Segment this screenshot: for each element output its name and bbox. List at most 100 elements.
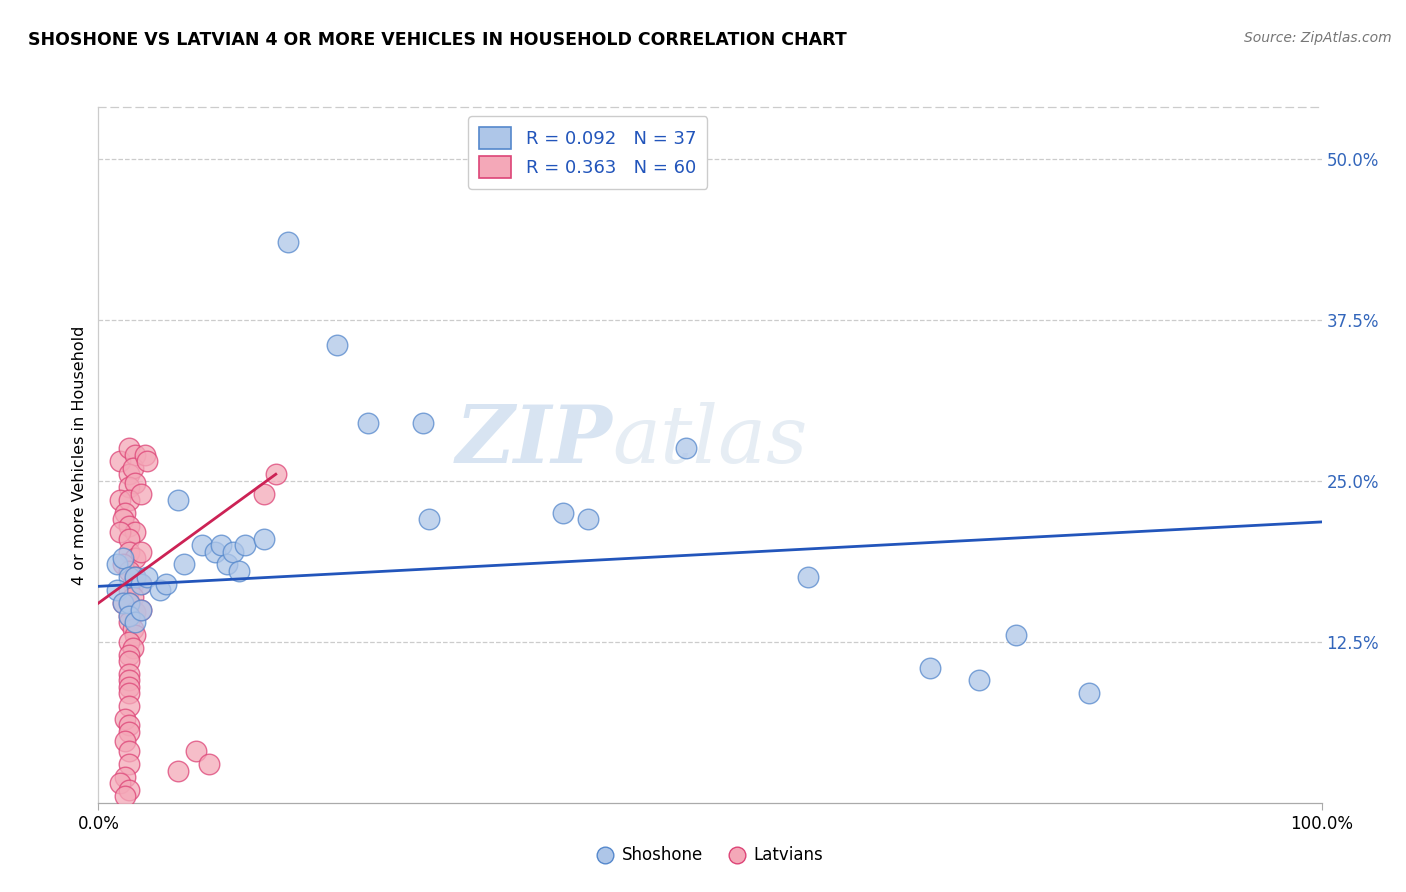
Point <box>124 615 146 630</box>
Point <box>418 512 440 526</box>
Point <box>326 338 349 352</box>
Point <box>118 673 141 688</box>
Point <box>124 570 146 584</box>
Text: Source: ZipAtlas.com: Source: ZipAtlas.com <box>1244 31 1392 45</box>
Legend: Shoshone, Latvians: Shoshone, Latvians <box>591 839 830 871</box>
Point <box>114 770 136 784</box>
Point <box>111 596 134 610</box>
Point <box>222 544 245 558</box>
Point <box>277 235 299 250</box>
Point <box>967 673 990 688</box>
Point <box>233 538 256 552</box>
Point <box>129 576 152 591</box>
Point <box>111 558 134 572</box>
Point <box>118 744 141 758</box>
Point <box>118 634 141 648</box>
Point <box>118 596 141 610</box>
Point <box>204 544 226 558</box>
Point <box>118 564 141 578</box>
Point <box>129 602 152 616</box>
Point <box>553 506 575 520</box>
Point <box>167 493 190 508</box>
Point <box>118 570 141 584</box>
Point <box>118 615 141 630</box>
Point <box>118 467 141 482</box>
Point <box>118 757 141 772</box>
Point <box>110 493 132 508</box>
Point <box>191 538 214 552</box>
Point <box>118 667 141 681</box>
Point <box>118 725 141 739</box>
Point <box>111 596 134 610</box>
Point <box>124 525 146 540</box>
Point <box>118 532 141 546</box>
Point <box>134 448 156 462</box>
Point <box>114 506 136 520</box>
Point <box>228 564 250 578</box>
Point <box>252 532 274 546</box>
Point <box>118 654 141 668</box>
Point <box>118 686 141 700</box>
Point <box>1078 686 1101 700</box>
Point <box>114 789 136 804</box>
Point <box>173 558 195 572</box>
Point <box>118 609 141 624</box>
Point <box>129 576 152 591</box>
Point <box>675 442 697 456</box>
Point <box>129 486 152 500</box>
Point <box>118 518 141 533</box>
Point <box>114 712 136 726</box>
Point <box>129 544 152 558</box>
Point <box>129 602 152 616</box>
Text: atlas: atlas <box>612 402 807 480</box>
Point <box>136 570 159 584</box>
Point <box>118 493 141 508</box>
Point <box>264 467 287 482</box>
Point <box>124 476 146 491</box>
Point <box>118 544 141 558</box>
Point <box>412 416 434 430</box>
Point <box>114 734 136 748</box>
Point <box>252 486 274 500</box>
Point <box>121 576 143 591</box>
Point <box>110 525 132 540</box>
Point <box>118 783 141 797</box>
Point <box>186 744 208 758</box>
Point <box>797 570 820 584</box>
Point <box>110 454 132 468</box>
Point <box>118 648 141 662</box>
Point <box>121 622 143 636</box>
Point <box>121 460 143 475</box>
Point <box>124 570 146 584</box>
Text: SHOSHONE VS LATVIAN 4 OR MORE VEHICLES IN HOUSEHOLD CORRELATION CHART: SHOSHONE VS LATVIAN 4 OR MORE VEHICLES I… <box>28 31 846 49</box>
Point <box>118 699 141 714</box>
Point <box>356 416 378 430</box>
Point <box>110 776 132 790</box>
Point <box>118 718 141 732</box>
Point <box>118 480 141 494</box>
Point <box>121 590 143 604</box>
Point <box>118 583 141 598</box>
Point <box>920 660 942 674</box>
Point <box>105 558 128 572</box>
Point <box>215 558 238 572</box>
Point <box>149 583 172 598</box>
Point <box>118 609 141 624</box>
Point <box>155 576 177 591</box>
Point <box>118 596 141 610</box>
Point <box>124 628 146 642</box>
Point <box>136 454 159 468</box>
Point <box>111 512 134 526</box>
Point <box>209 538 232 552</box>
Y-axis label: 4 or more Vehicles in Household: 4 or more Vehicles in Household <box>72 326 87 584</box>
Point <box>1004 628 1026 642</box>
Point <box>118 680 141 694</box>
Point <box>167 764 190 778</box>
Point <box>118 442 141 456</box>
Point <box>124 551 146 566</box>
Point <box>111 551 134 566</box>
Point <box>576 512 599 526</box>
Point <box>124 448 146 462</box>
Text: ZIP: ZIP <box>456 402 612 480</box>
Point <box>121 641 143 656</box>
